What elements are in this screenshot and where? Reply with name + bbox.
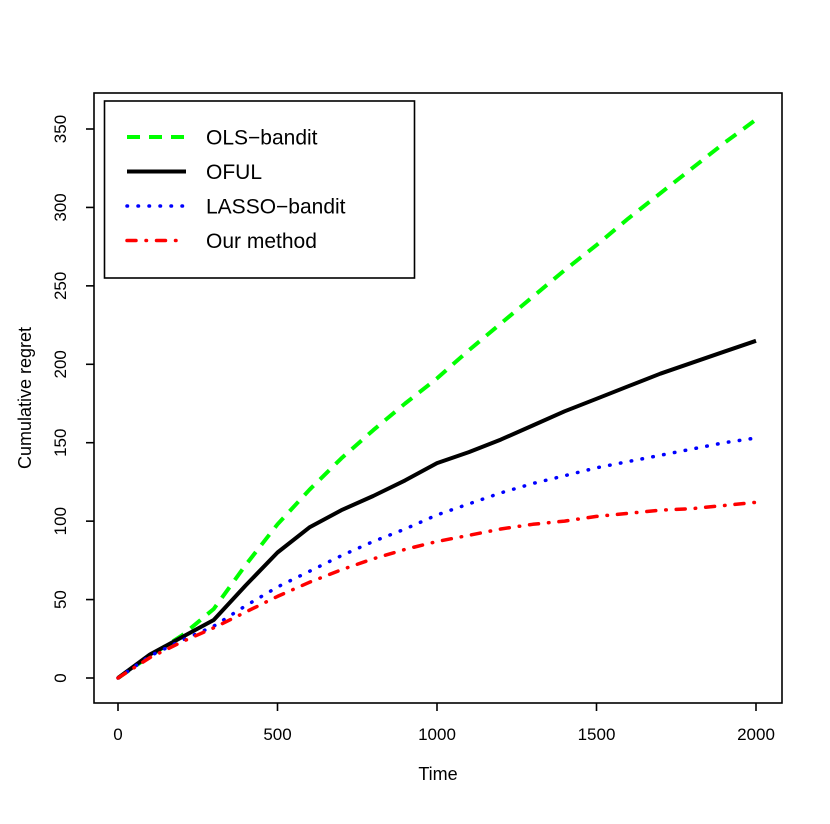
legend-item-label: Our method	[206, 230, 317, 253]
legend-item-label: OLS−bandit	[206, 127, 318, 150]
legend-item: Our method	[125, 230, 317, 253]
legend-box	[103, 100, 416, 279]
y-tick-label: 0	[51, 673, 70, 682]
series-lines	[116, 117, 758, 680]
y-tick-label: 100	[51, 507, 70, 535]
y-tick-label: 50	[51, 590, 70, 609]
y-tick-label: 150	[51, 429, 70, 457]
series-line-lasso-bandit	[116, 436, 758, 680]
legend-item-label: LASSO−bandit	[206, 196, 346, 219]
legend-item-label: OFUL	[206, 161, 262, 184]
legend-item: OFUL	[127, 161, 262, 184]
series-line-ols-bandit	[116, 117, 758, 680]
y-tick-label: 250	[51, 272, 70, 300]
y-axis-ticks: 0 50 100 150 200 250 300 350	[51, 115, 94, 683]
x-tick-label: 2000	[737, 725, 775, 744]
y-tick-label: 200	[51, 350, 70, 378]
y-tick-label: 300	[51, 193, 70, 221]
y-axis-title: Cumulative regret	[15, 327, 35, 469]
x-tick-label: 500	[263, 725, 291, 744]
series-line-oful	[116, 338, 757, 680]
series-line-our-method	[116, 500, 758, 680]
y-tick-label: 350	[51, 115, 70, 143]
x-axis-ticks: 0 500 1000 1500 2000	[113, 703, 775, 744]
legend-item: LASSO−bandit	[125, 196, 346, 219]
x-tick-label: 1000	[418, 725, 456, 744]
x-axis-title: Time	[418, 764, 457, 784]
legend: OLS−bandit OFUL LASSO−bandit Our method	[103, 100, 416, 279]
x-tick-label: 1500	[578, 725, 616, 744]
x-tick-label: 0	[113, 725, 122, 744]
plot-border	[93, 92, 783, 704]
legend-item: OLS−bandit	[127, 127, 318, 150]
